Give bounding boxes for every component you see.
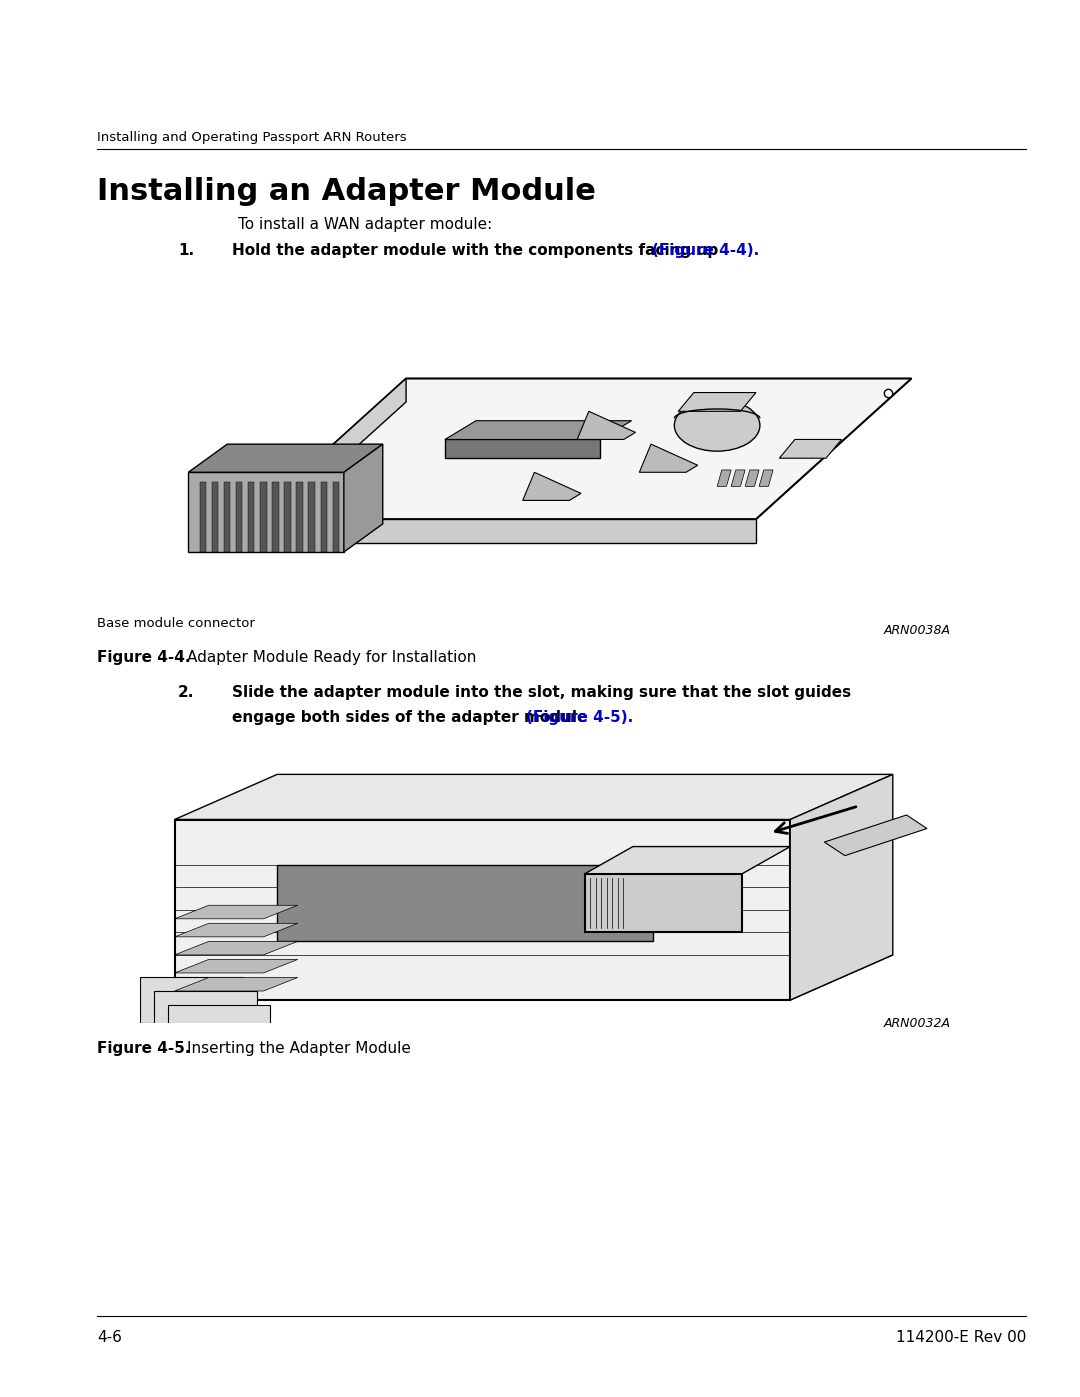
Polygon shape bbox=[212, 482, 218, 552]
Polygon shape bbox=[175, 960, 298, 972]
Polygon shape bbox=[175, 774, 893, 820]
Polygon shape bbox=[175, 820, 791, 1000]
Polygon shape bbox=[585, 847, 791, 873]
Text: Adapter Module Ready for Installation: Adapter Module Ready for Installation bbox=[187, 650, 476, 665]
Text: Figure 4-5.: Figure 4-5. bbox=[97, 1041, 191, 1056]
Polygon shape bbox=[175, 942, 298, 956]
Polygon shape bbox=[200, 482, 206, 552]
Text: (Figure 4-5).: (Figure 4-5). bbox=[526, 710, 633, 725]
Polygon shape bbox=[759, 469, 773, 486]
Text: Installing an Adapter Module: Installing an Adapter Module bbox=[97, 177, 596, 207]
Polygon shape bbox=[445, 420, 632, 440]
Polygon shape bbox=[251, 379, 912, 520]
Text: Base module connector: Base module connector bbox=[97, 617, 255, 630]
Polygon shape bbox=[251, 520, 756, 542]
Text: Inserting the Adapter Module: Inserting the Adapter Module bbox=[187, 1041, 410, 1056]
Polygon shape bbox=[175, 956, 893, 1000]
Polygon shape bbox=[309, 482, 314, 552]
Text: (Figure 4-4).: (Figure 4-4). bbox=[652, 243, 759, 258]
Polygon shape bbox=[321, 482, 327, 552]
Polygon shape bbox=[188, 444, 382, 472]
Polygon shape bbox=[639, 444, 698, 472]
Polygon shape bbox=[284, 482, 291, 552]
Polygon shape bbox=[175, 978, 298, 990]
Text: 1.: 1. bbox=[178, 243, 194, 258]
Text: To install a WAN adapter module:: To install a WAN adapter module: bbox=[238, 217, 491, 232]
Text: ARN0032A: ARN0032A bbox=[883, 1017, 950, 1030]
Text: Installing and Operating Passport ARN Routers: Installing and Operating Passport ARN Ro… bbox=[97, 131, 407, 144]
Polygon shape bbox=[140, 978, 243, 1023]
Polygon shape bbox=[678, 393, 756, 411]
Text: Hold the adapter module with the components facing up: Hold the adapter module with the compone… bbox=[232, 243, 724, 258]
Polygon shape bbox=[237, 482, 242, 552]
Text: 4-6: 4-6 bbox=[97, 1330, 122, 1345]
Polygon shape bbox=[585, 873, 742, 932]
Text: Slide the adapter module into the slot, making sure that the slot guides: Slide the adapter module into the slot, … bbox=[232, 685, 851, 700]
Polygon shape bbox=[717, 469, 731, 486]
Polygon shape bbox=[577, 411, 635, 440]
Polygon shape bbox=[445, 440, 600, 458]
Polygon shape bbox=[523, 472, 581, 500]
Polygon shape bbox=[791, 774, 893, 1000]
Polygon shape bbox=[175, 905, 298, 919]
Polygon shape bbox=[260, 482, 267, 552]
Text: 114200-E Rev 00: 114200-E Rev 00 bbox=[895, 1330, 1026, 1345]
Text: ARN0038A: ARN0038A bbox=[883, 624, 950, 637]
Polygon shape bbox=[167, 1004, 270, 1049]
Polygon shape bbox=[296, 482, 302, 552]
Polygon shape bbox=[188, 472, 343, 552]
Polygon shape bbox=[278, 865, 653, 942]
Polygon shape bbox=[745, 469, 759, 486]
Polygon shape bbox=[154, 990, 257, 1037]
Polygon shape bbox=[251, 379, 406, 542]
Polygon shape bbox=[731, 469, 745, 486]
Polygon shape bbox=[175, 923, 298, 937]
Text: 2.: 2. bbox=[178, 685, 194, 700]
Polygon shape bbox=[780, 440, 841, 458]
Polygon shape bbox=[248, 482, 255, 552]
Text: Figure 4-4.: Figure 4-4. bbox=[97, 650, 191, 665]
Text: engage both sides of the adapter module: engage both sides of the adapter module bbox=[232, 710, 593, 725]
Polygon shape bbox=[343, 444, 382, 552]
Circle shape bbox=[674, 400, 760, 451]
Polygon shape bbox=[333, 482, 339, 552]
Polygon shape bbox=[824, 814, 927, 855]
Polygon shape bbox=[272, 482, 279, 552]
Polygon shape bbox=[225, 482, 230, 552]
FancyArrowPatch shape bbox=[775, 807, 856, 834]
